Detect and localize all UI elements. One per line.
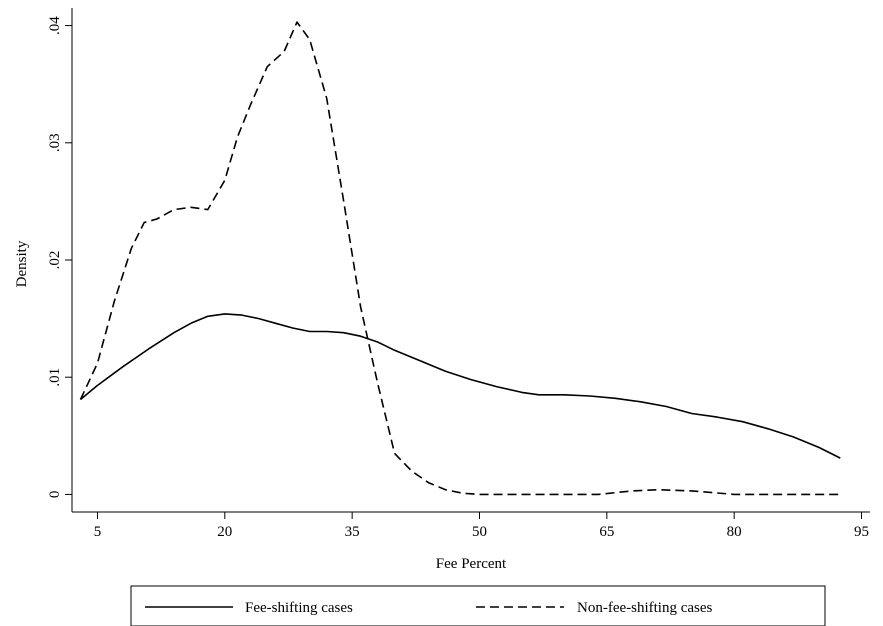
x-tick-label: 80 xyxy=(727,524,742,540)
legend-label-fee-shifting: Fee-shifting cases xyxy=(245,600,353,616)
series-line-non-fee-shifting xyxy=(79,21,841,496)
x-axis-title: Fee Percent xyxy=(436,556,507,572)
series-line-fee-shifting xyxy=(79,313,841,459)
plot-axes xyxy=(71,8,870,513)
x-tick-label: 20 xyxy=(217,524,232,540)
x-tick-label: 65 xyxy=(599,524,614,540)
x-tick-label: 95 xyxy=(854,524,869,540)
x-tick-label: 5 xyxy=(94,524,102,540)
x-tick-label: 50 xyxy=(472,524,487,540)
legend-label-non-fee-shifting: Non-fee-shifting cases xyxy=(577,600,713,616)
y-axis-ticks: 0 .01 .02 .03 .04 xyxy=(47,16,72,498)
y-tick-label: 0 xyxy=(47,491,63,499)
y-tick-label: .03 xyxy=(47,133,63,152)
y-tick-label: .02 xyxy=(47,251,63,270)
y-axis-title: Density xyxy=(14,240,30,287)
y-tick-label: .04 xyxy=(47,16,63,35)
y-tick-label: .01 xyxy=(47,368,63,387)
legend: Fee-shifting cases Non-fee-shifting case… xyxy=(130,585,826,626)
legend-box xyxy=(130,585,826,626)
series-layer xyxy=(79,21,841,496)
x-tick-label: 35 xyxy=(345,524,360,540)
x-axis-ticks: 5 20 35 50 65 80 95 xyxy=(94,512,869,540)
